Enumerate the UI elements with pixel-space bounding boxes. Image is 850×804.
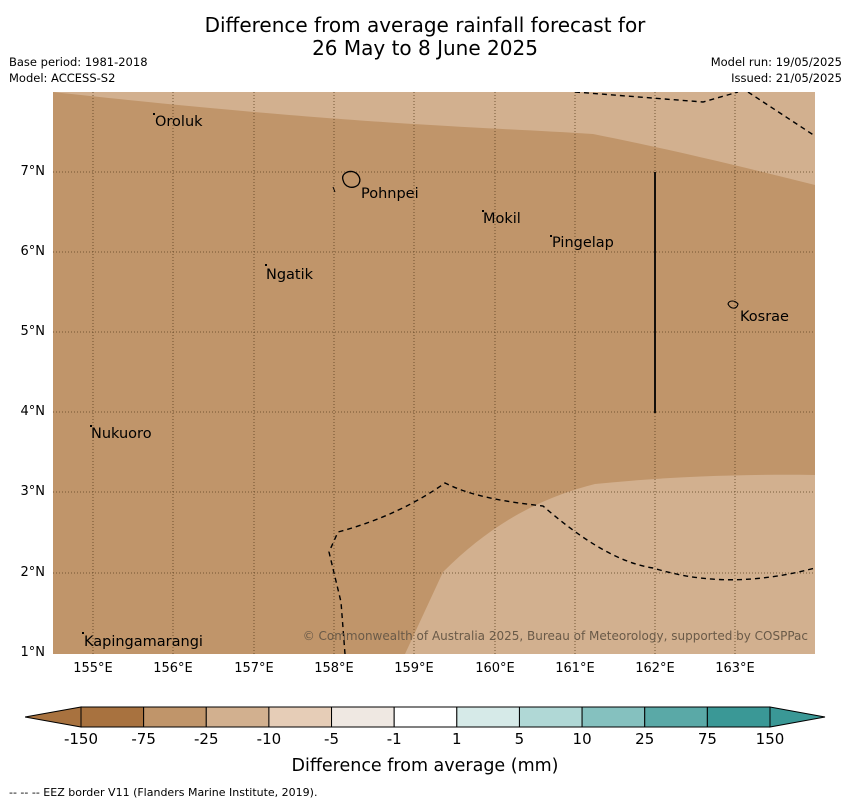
eez-footnote: -- -- -- EEZ border V11 (Flanders Marine… bbox=[9, 786, 318, 799]
colorbar-tick: -150 bbox=[63, 730, 99, 748]
label-nukuoro: Nukuoro bbox=[91, 426, 152, 442]
label-kosrae: Kosrae bbox=[740, 309, 789, 325]
kosrae-island bbox=[727, 300, 739, 309]
pohnpei-islet bbox=[332, 186, 336, 193]
x-tick-159: 159°E bbox=[394, 661, 434, 676]
dry-light-region-north bbox=[53, 92, 815, 185]
meta-right: Model run: 19/05/2025 Issued: 21/05/2025 bbox=[711, 54, 842, 86]
colorbar-tick: -10 bbox=[256, 730, 282, 748]
label-oroluk: Oroluk bbox=[155, 114, 203, 130]
colorbar-swatch bbox=[331, 706, 395, 728]
colorbar-swatch bbox=[644, 706, 708, 728]
colorbar-swatch bbox=[393, 706, 458, 728]
colorbar-extend-high bbox=[769, 706, 826, 728]
label-kapingamarangi: Kapingamarangi bbox=[84, 634, 203, 650]
x-tick-163: 163°E bbox=[715, 661, 755, 676]
colorbar-extend-low bbox=[25, 706, 82, 728]
label-ngatik: Ngatik bbox=[266, 267, 314, 283]
map-title: Difference from average rainfall forecas… bbox=[0, 14, 850, 60]
colorbar-swatch bbox=[80, 706, 145, 728]
x-tick-162: 162°E bbox=[635, 661, 675, 676]
y-tick-6n: 6°N bbox=[20, 244, 46, 259]
colorbar-tick: -1 bbox=[386, 730, 402, 748]
colorbar-swatch bbox=[205, 706, 270, 728]
y-tick-2n: 2°N bbox=[20, 565, 46, 580]
atoll-markers bbox=[82, 113, 552, 634]
colorbar-swatch bbox=[706, 706, 771, 728]
colorbar-swatch bbox=[518, 706, 583, 728]
colorbar-swatch bbox=[143, 706, 207, 728]
issued-label: Issued: 21/05/2025 bbox=[731, 71, 842, 85]
y-tick-3n: 3°N bbox=[20, 484, 46, 499]
label-pohnpei: Pohnpei bbox=[361, 186, 419, 202]
label-mokil: Mokil bbox=[483, 211, 521, 227]
colorbar-tick: 10 bbox=[572, 730, 592, 748]
colorbar-swatches bbox=[80, 706, 771, 728]
x-tick-155: 155°E bbox=[73, 661, 113, 676]
x-tick-160: 160°E bbox=[475, 661, 515, 676]
colorbar-tick: 75 bbox=[697, 730, 717, 748]
x-tick-161: 161°E bbox=[555, 661, 595, 676]
colorbar bbox=[25, 706, 826, 728]
colorbar-swatch bbox=[581, 706, 646, 728]
colorbar-swatch bbox=[268, 706, 333, 728]
x-tick-157: 157°E bbox=[234, 661, 274, 676]
x-tick-156: 156°E bbox=[153, 661, 193, 676]
x-tick-158: 158°E bbox=[314, 661, 354, 676]
dry-light-region-south bbox=[405, 474, 815, 654]
colorbar-tick: -5 bbox=[324, 730, 340, 748]
rainfall-map: Oroluk Pohnpei Mokil Pingelap Ngatik Kos… bbox=[53, 92, 815, 654]
copyright-notice: © Commonwealth of Australia 2025, Bureau… bbox=[303, 629, 808, 643]
base-period-label: Base period: 1981-2018 bbox=[9, 55, 148, 69]
colorbar-tick: -75 bbox=[131, 730, 156, 748]
colorbar-tick: 25 bbox=[635, 730, 655, 748]
map-title-line1: Difference from average rainfall forecas… bbox=[204, 13, 646, 37]
colorbar-label: Difference from average (mm) bbox=[291, 756, 559, 776]
y-tick-5n: 5°N bbox=[20, 324, 46, 339]
model-label: Model: ACCESS-S2 bbox=[9, 71, 116, 85]
label-pingelap: Pingelap bbox=[552, 235, 614, 251]
place-labels: Oroluk Pohnpei Mokil Pingelap Ngatik Kos… bbox=[84, 114, 789, 650]
model-run-label: Model run: 19/05/2025 bbox=[710, 55, 842, 69]
colorbar-tick: 1 bbox=[452, 730, 462, 748]
colorbar-tick: 5 bbox=[514, 730, 525, 748]
eez-border bbox=[328, 92, 815, 654]
colorbar-tick: 150 bbox=[755, 730, 785, 748]
map-title-line2: 26 May to 8 June 2025 bbox=[312, 36, 538, 60]
colorbar-swatch bbox=[456, 706, 520, 728]
y-tick-4n: 4°N bbox=[20, 404, 46, 419]
meta-left: Base period: 1981-2018 Model: ACCESS-S2 bbox=[9, 54, 148, 86]
y-tick-1n: 1°N bbox=[20, 645, 46, 660]
pohnpei-island bbox=[342, 170, 361, 188]
y-tick-7n: 7°N bbox=[20, 164, 46, 179]
colorbar-tick: -25 bbox=[194, 730, 219, 748]
